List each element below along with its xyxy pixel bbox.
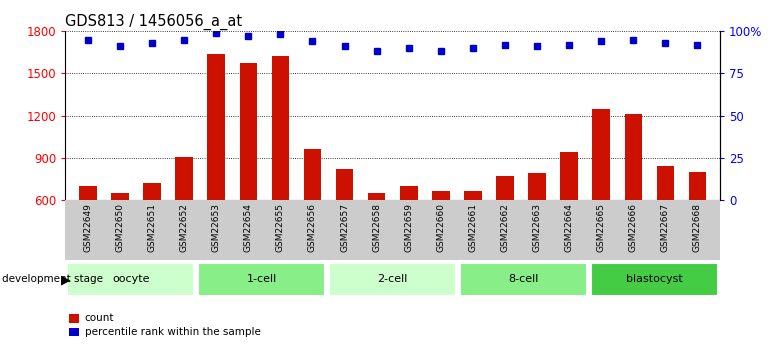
FancyBboxPatch shape (330, 263, 456, 296)
Bar (111, 193, 129, 200)
Text: percentile rank within the sample: percentile rank within the sample (85, 327, 260, 337)
Bar (432, 191, 450, 200)
Text: GSM22666: GSM22666 (629, 203, 638, 252)
Bar (400, 186, 417, 200)
Text: GSM22664: GSM22664 (564, 203, 574, 252)
Text: blastocyst: blastocyst (626, 275, 683, 284)
Text: GSM22660: GSM22660 (437, 203, 445, 252)
Text: GSM22651: GSM22651 (148, 203, 156, 252)
Text: 2-cell: 2-cell (377, 275, 408, 284)
Bar (624, 114, 642, 200)
Bar (592, 109, 610, 200)
Text: GSM22649: GSM22649 (83, 203, 92, 252)
Text: GSM22665: GSM22665 (597, 203, 606, 252)
Bar (688, 172, 706, 200)
Text: count: count (85, 313, 114, 323)
Text: GSM22656: GSM22656 (308, 203, 317, 252)
FancyBboxPatch shape (591, 263, 718, 296)
Bar (207, 53, 225, 200)
Text: GSM22650: GSM22650 (116, 203, 125, 252)
Text: GSM22652: GSM22652 (179, 203, 189, 252)
Text: GSM22667: GSM22667 (661, 203, 670, 252)
Bar (336, 169, 353, 200)
Bar (464, 190, 482, 200)
Text: 8-cell: 8-cell (508, 275, 539, 284)
Text: oocyte: oocyte (112, 275, 149, 284)
Bar (368, 193, 386, 200)
FancyBboxPatch shape (199, 263, 325, 296)
Text: GSM22654: GSM22654 (244, 203, 253, 252)
Bar (239, 63, 257, 200)
Bar (657, 166, 675, 200)
Text: GSM22655: GSM22655 (276, 203, 285, 252)
Text: GSM22658: GSM22658 (372, 203, 381, 252)
Text: development stage: development stage (2, 275, 102, 284)
Bar (143, 183, 161, 200)
Bar (496, 176, 514, 200)
Text: GSM22653: GSM22653 (212, 203, 221, 252)
Text: GSM22659: GSM22659 (404, 203, 413, 252)
Text: GSM22661: GSM22661 (468, 203, 477, 252)
Text: ▶: ▶ (61, 273, 71, 286)
Bar (561, 152, 578, 200)
FancyBboxPatch shape (460, 263, 587, 296)
Text: GSM22663: GSM22663 (533, 203, 541, 252)
Text: GDS813 / 1456056_a_at: GDS813 / 1456056_a_at (65, 13, 243, 30)
Bar (303, 149, 321, 200)
Text: GSM22668: GSM22668 (693, 203, 702, 252)
FancyBboxPatch shape (68, 263, 194, 296)
Text: GSM22657: GSM22657 (340, 203, 349, 252)
Bar (528, 173, 546, 200)
Text: GSM22662: GSM22662 (500, 203, 510, 252)
Bar (176, 157, 193, 200)
Text: 1-cell: 1-cell (246, 275, 277, 284)
Bar (272, 56, 290, 200)
Bar (79, 186, 97, 200)
